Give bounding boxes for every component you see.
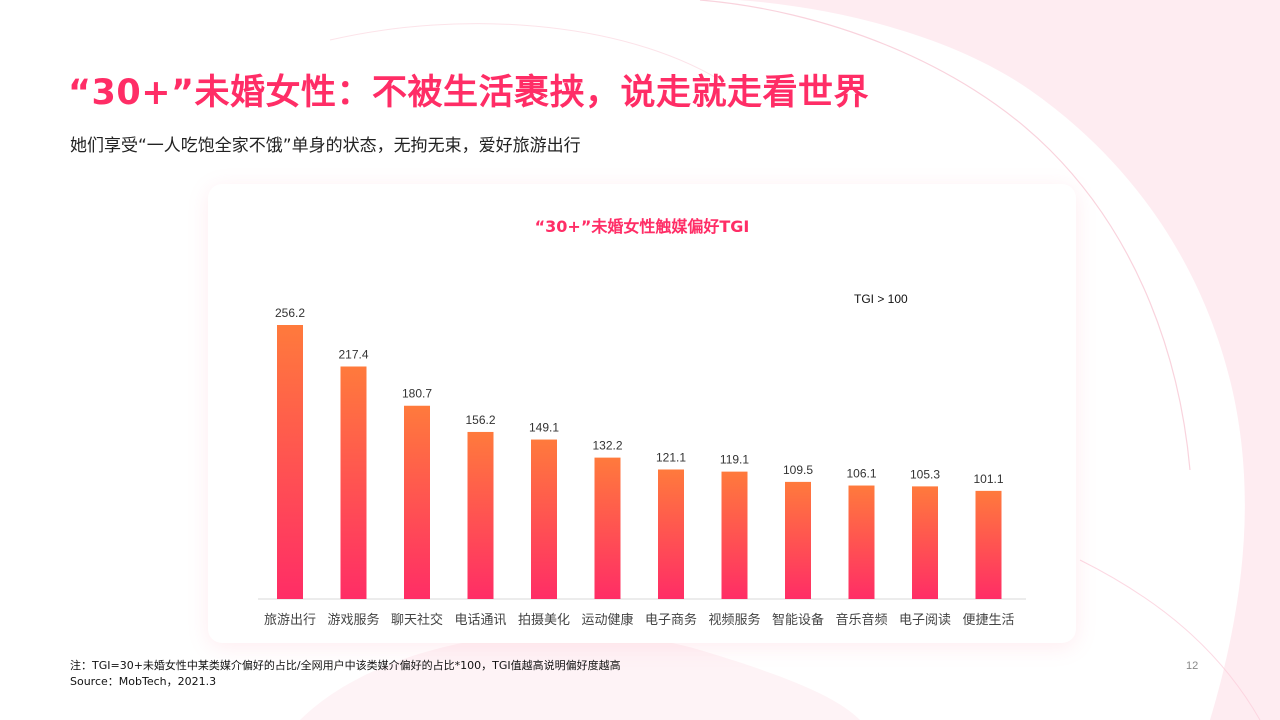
bar-0 [277,325,303,599]
data-label-6: 121.1 [656,450,686,464]
data-label-7: 119.1 [720,453,749,467]
bar-9 [848,485,875,599]
category-label-5: 运动健康 [581,612,633,628]
data-label-5: 132.2 [592,439,622,453]
footnote: 注：TGI=30+未婚女性中某类媒介偏好的占比/全网用户中该类媒介偏好的占比*1… [70,659,621,672]
data-label-1: 217.4 [338,347,368,361]
bar-5 [594,457,621,599]
bar-2 [404,405,430,599]
bar-3 [467,431,494,599]
category-label-4: 拍摄美化 [518,613,570,628]
category-label-0: 旅游出行 [264,613,316,628]
chart-annotation: TGI > 100 [854,292,908,306]
page-number: 12 [1186,660,1199,672]
bar-chart: 256.2 旅游出行 217.4 游戏服务 180.7 聊天社交 156.2 电话通讯 149.… [258,306,1026,628]
data-label-9: 106.1 [846,467,876,481]
category-label-2: 聊天社交 [391,612,443,628]
data-label-4: 149.1 [529,421,559,435]
category-label-1: 游戏服务 [327,612,379,628]
category-label-7: 视频服务 [708,612,760,628]
data-label-0: 256.2 [275,306,305,320]
page-title: “30+”未婚女性：不被生活裹挟，说走就走看世界 [68,73,870,113]
source-note: Source：MobTech，2021.3 [70,675,217,688]
bar-10 [912,486,938,599]
category-label-11: 便捷生活 [962,613,1014,628]
category-label-6: 电子商务 [645,612,697,628]
bar-8 [785,481,811,599]
data-label-11: 101.1 [973,472,1003,486]
data-label-2: 180.7 [402,387,432,401]
category-label-10: 电子阅读 [899,613,951,628]
data-label-3: 156.2 [465,413,495,427]
category-label-8: 智能设备 [772,612,824,628]
data-label-8: 109.5 [783,463,813,477]
bar-4 [531,439,557,599]
chart-card: “30+”未婚女性触媒偏好TGI TGI > 100 256.2 旅游出行 217.… [208,184,1076,643]
bar-1 [340,366,367,599]
page-subtitle: 她们享受“一人吃饱全家不饿”单身的状态，无拘无束，爱好旅游出行 [70,136,581,156]
data-label-10: 105.3 [910,467,940,481]
bar-11 [975,490,1002,599]
bar-6 [658,469,684,599]
chart-title: “30+”未婚女性触媒偏好TGI [534,217,750,236]
category-label-9: 音乐音频 [835,612,887,628]
bar-7 [721,471,748,599]
category-label-3: 电话通讯 [454,613,506,628]
